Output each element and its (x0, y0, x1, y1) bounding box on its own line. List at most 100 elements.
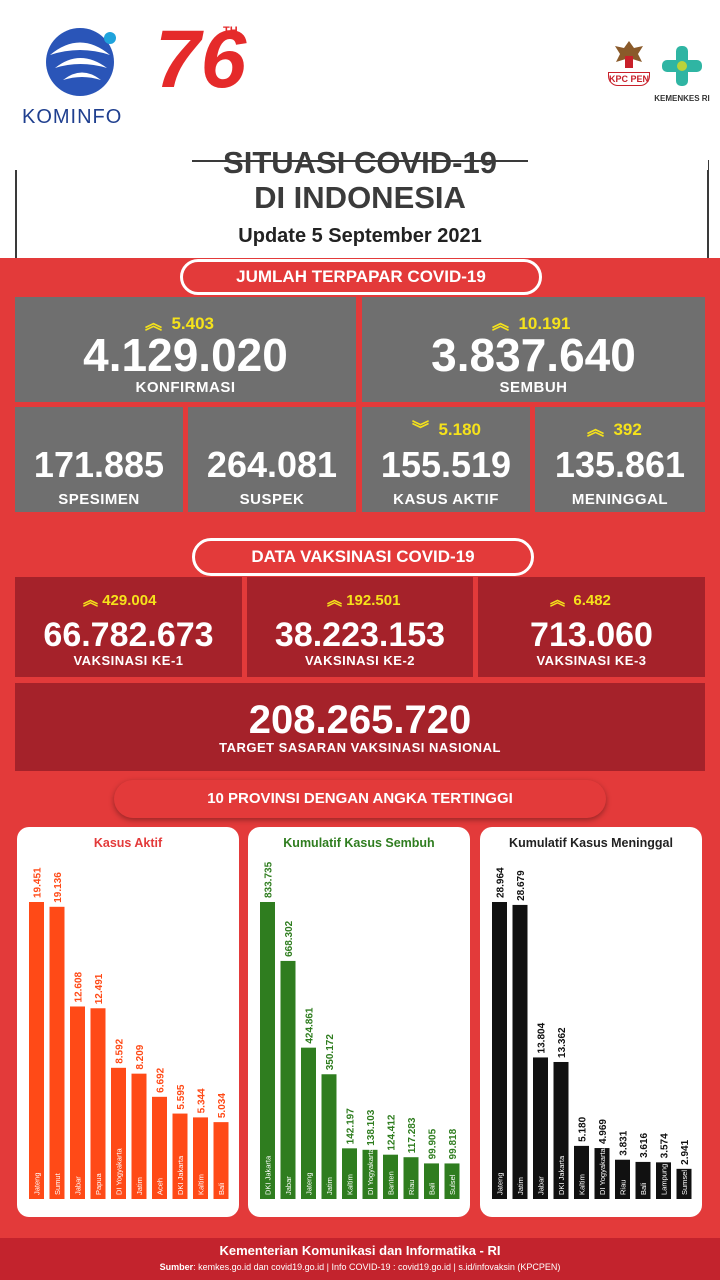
up-arrow-icon: ︽ (492, 314, 509, 333)
bar (111, 1067, 126, 1199)
bar (635, 1161, 651, 1199)
confirmed-delta-value: 5.403 (171, 314, 214, 333)
bar-value-label: 19.136 (53, 872, 64, 903)
bar-category-label: Sumsel (680, 1170, 689, 1195)
bar (444, 1163, 460, 1199)
exposure-heading: JUMLAH TERPAPAR COVID-19 (180, 259, 542, 295)
active-delta-value: 5.180 (438, 420, 481, 439)
dose3-label: VAKSINASI KE-3 (536, 653, 647, 668)
bar-category-label: Jatim (516, 1177, 525, 1195)
bar-category-label: Jabar (537, 1176, 546, 1195)
active-delta: ︾ 5.180 (412, 415, 481, 440)
bar-category-label: Papua (94, 1172, 103, 1195)
bar-value-label: 2.941 (680, 1139, 691, 1164)
bar-category-label: DKI Jakarta (557, 1155, 566, 1195)
anniversary-logo: 76 TH (155, 15, 250, 115)
dose2-delta-value: 192.501 (346, 592, 401, 609)
bar-category-label: Jateng (33, 1172, 42, 1195)
chart-card-active: Kasus Aktif 19.451 Jateng 19.136 Sumut 12.608… (17, 827, 239, 1217)
bar-value-label: 13.804 (537, 1022, 548, 1053)
bar-category-label: Jateng (305, 1172, 314, 1195)
bar (280, 960, 296, 1199)
up-arrow-icon: ︽ (327, 592, 343, 609)
bar (383, 1154, 398, 1199)
header: KOMINFO 76 TH KPC PEN KEMENKES RI (0, 0, 720, 145)
bar-category-label: Bali (428, 1182, 437, 1195)
bar-category-label: DKI Jakarta (264, 1155, 273, 1195)
update-date: Update 5 September 2021 (238, 225, 482, 247)
bar (574, 1145, 589, 1199)
bar (49, 906, 65, 1199)
bar-value-label: 28.679 (516, 870, 527, 901)
bar-value-label: 668.302 (284, 920, 295, 957)
bar (594, 1148, 610, 1199)
title-box-gap-left (12, 150, 192, 170)
dose1-label: VAKSINASI KE-1 (73, 653, 184, 668)
dose3-delta-value: 6.482 (573, 592, 611, 609)
deaths-tile: ︽ 392 135.861 MENINGGAL (535, 407, 705, 512)
bar (533, 1057, 548, 1199)
bar-value-label: 13.362 (557, 1027, 568, 1058)
footer-source-text: : kemkes.go.id dan covid19.go.id | Info … (193, 1262, 561, 1272)
bar-category-label: Sulsel (448, 1174, 457, 1195)
chart-card-recovered: Kumulatif Kasus Sembuh 833.735 DKI Jakarta… (248, 827, 470, 1217)
recovered-delta: ︽ 10.191 (492, 309, 570, 334)
bar-value-label: 117.283 (407, 1117, 418, 1153)
footer: Kementerian Komunikasi dan Informatika -… (0, 1238, 720, 1280)
dose2-value: 38.223.153 (274, 616, 446, 654)
bar-value-label: 5.344 (197, 1088, 208, 1113)
bar (172, 1113, 188, 1199)
bar-category-label: Sumut (53, 1172, 62, 1195)
chart-card-deaths: Kumulatif Kasus Meninggal 28.964 Jateng 28.… (480, 827, 702, 1217)
bar-category-label: DI Yogyakarta (115, 1147, 124, 1195)
dose2-delta: ︽ 192.501 (327, 589, 400, 610)
kominfo-logo-icon (46, 28, 116, 96)
bar (70, 1006, 85, 1199)
bar-category-label: Riau (619, 1180, 628, 1195)
suspect-tile: 264.081 SUSPEK (188, 407, 356, 512)
bar-value-label: 350.172 (325, 1034, 336, 1071)
deaths-delta-value: 392 (613, 420, 642, 439)
bar-category-label: Kaltim (197, 1174, 206, 1195)
dose2-tile: ︽ 192.501 38.223.153 VAKSINASI KE-2 (247, 577, 473, 677)
dose3-delta: ︽ 6.482 (550, 589, 611, 610)
bar-category-label: Riau (407, 1180, 416, 1195)
kemenkes-logo-icon (662, 46, 702, 86)
deaths-delta: ︽ 392 (587, 415, 642, 440)
target-label: TARGET SASARAN VAKSINASI NASIONAL (219, 740, 501, 755)
target-value: 208.265.720 (248, 698, 472, 742)
dose3-tile: ︽ 6.482 713.060 VAKSINASI KE-3 (478, 577, 705, 677)
bar (342, 1148, 357, 1199)
bar-category-label: Jateng (496, 1172, 505, 1195)
bar-category-label: Aceh (156, 1178, 165, 1195)
bar-value-label: 142.197 (346, 1108, 357, 1145)
up-arrow-icon: ︽ (550, 592, 566, 609)
anniversary-number: 76 (155, 14, 247, 105)
bar-category-label: DI Yogyakarta (366, 1147, 375, 1195)
chart-title: Kumulatif Kasus Sembuh (283, 836, 434, 850)
title-box-gap-right (528, 150, 708, 170)
kpcpen-label: KPC PEN (608, 72, 650, 86)
deaths-label: MENINGGAL (571, 491, 669, 508)
bar (213, 1122, 229, 1199)
dose1-delta: ︽ 429.004 (83, 589, 156, 610)
bar-category-label: Kaltim (578, 1174, 587, 1195)
dose3-value: 713.060 (530, 616, 653, 654)
chart-recovered: Kumulatif Kasus Sembuh 833.735 DKI Jakarta… (260, 836, 460, 1199)
active-label: KASUS AKTIF (393, 491, 499, 508)
bar-value-label: 4.969 (598, 1119, 609, 1144)
recovered-value: 3.837.640 (431, 329, 636, 381)
bar-category-label: Bali (639, 1182, 648, 1195)
confirmed-value: 4.129.020 (83, 329, 288, 381)
deaths-value: 135.861 (554, 444, 686, 485)
chart-deaths: Kumulatif Kasus Meninggal 28.964 Jateng 28.… (492, 836, 692, 1199)
bar-value-label: 138.103 (366, 1109, 377, 1146)
bar (656, 1162, 671, 1199)
bar-value-label: 5.180 (578, 1116, 589, 1141)
suspect-label: SUSPEK (239, 491, 305, 508)
bar-category-label: Jatim (325, 1177, 334, 1195)
bar-category-label: Lampung (660, 1164, 669, 1195)
bar (260, 902, 275, 1199)
bar (90, 1008, 106, 1199)
bar (152, 1096, 167, 1199)
